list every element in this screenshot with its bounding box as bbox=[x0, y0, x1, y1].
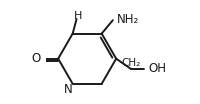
Text: OH: OH bbox=[149, 62, 167, 75]
Text: CH₂: CH₂ bbox=[122, 58, 141, 68]
Text: H: H bbox=[74, 11, 82, 21]
Text: O: O bbox=[32, 52, 41, 65]
Text: N: N bbox=[64, 83, 73, 96]
Text: NH₂: NH₂ bbox=[117, 13, 139, 26]
